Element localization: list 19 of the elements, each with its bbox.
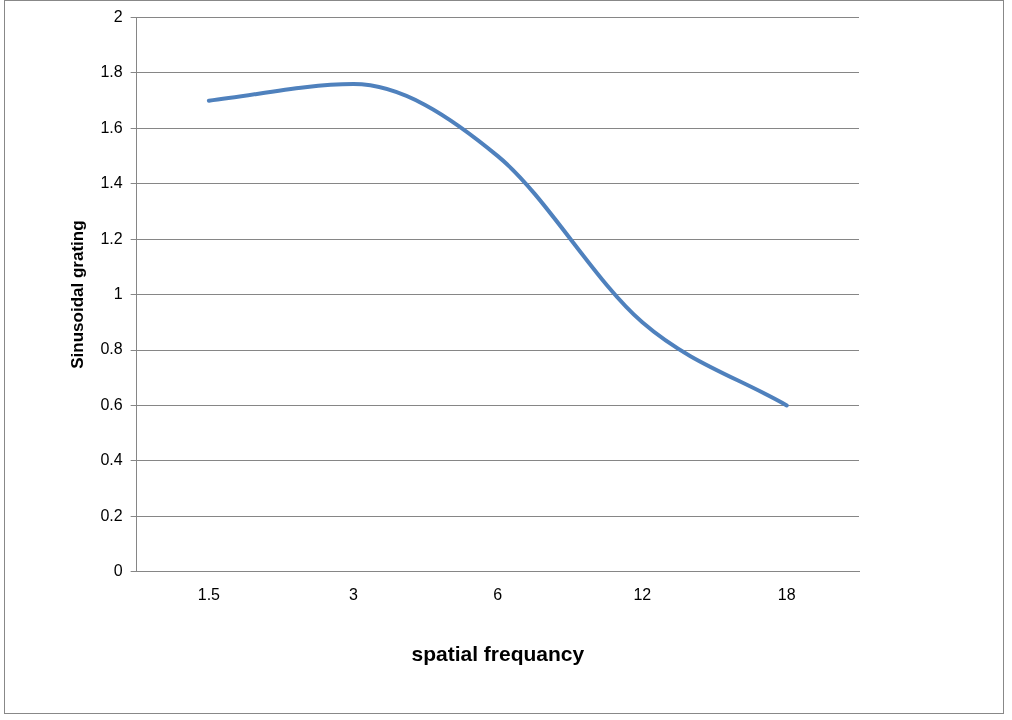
y-tick-label: 0	[113, 562, 123, 580]
x-tick-label: 1.5	[197, 585, 221, 603]
x-tick-label: 6	[493, 585, 503, 603]
y-tick-label: 0.8	[100, 340, 123, 358]
y-axis-title: Sinusoidal grating	[67, 220, 87, 369]
y-tick-label: 1.2	[100, 229, 123, 247]
y-tick-label: 1	[113, 285, 123, 303]
y-tick-label: 1.6	[100, 118, 123, 136]
x-tick-label: 18	[777, 585, 796, 603]
x-tick-label: 3	[348, 585, 358, 603]
y-tick-label: 0.4	[100, 451, 123, 469]
y-tick-label: 2	[113, 8, 123, 26]
y-tick-label: 1.4	[100, 174, 123, 192]
x-tick-label: 12	[633, 585, 652, 603]
x-axis-title: spatial frequancy	[411, 642, 585, 666]
line-series	[206, 82, 789, 408]
y-tick-label: 1.8	[100, 63, 123, 81]
y-tick-label: 0.6	[100, 395, 123, 413]
y-tick-label: 0.2	[100, 506, 123, 524]
